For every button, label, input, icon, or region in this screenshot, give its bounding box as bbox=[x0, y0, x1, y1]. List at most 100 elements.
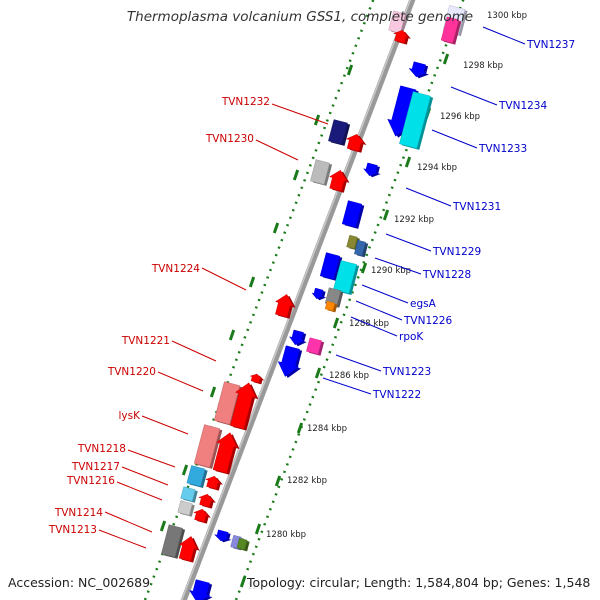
right-tick-mark bbox=[274, 475, 282, 487]
gene-red-arrow bbox=[393, 29, 410, 44]
gene-tvn1223-block bbox=[306, 337, 322, 355]
gene-red-arrow bbox=[345, 133, 365, 152]
gene-label-tvn1231: TVN1231 bbox=[452, 201, 501, 213]
gene-blue-arrow bbox=[311, 287, 325, 300]
right-tick-mark bbox=[239, 576, 247, 588]
genome-backbone-highlight bbox=[181, 0, 411, 600]
right-tick-mark bbox=[254, 523, 262, 535]
gene-steelblue-block bbox=[353, 239, 367, 257]
leader-line bbox=[171, 340, 217, 362]
tick-label: 1286 kbp bbox=[329, 371, 369, 381]
leader-line bbox=[374, 257, 422, 275]
right-tick-mark bbox=[442, 53, 450, 65]
right-tick-mark bbox=[404, 156, 412, 168]
genome-summary-text: Topology: circular; Length: 1,584,804 bp… bbox=[247, 575, 591, 590]
leader-line bbox=[255, 139, 299, 161]
leader-line bbox=[361, 284, 409, 304]
gene-tvn1221-block bbox=[213, 381, 241, 425]
gene-label-tvn1218: TVN1218 bbox=[77, 443, 126, 455]
gene-label-tvn1229: TVN1229 bbox=[432, 246, 481, 258]
tick-label: 1282 kbp bbox=[287, 476, 327, 486]
tick-label: 1300 kbp bbox=[487, 11, 527, 21]
gene-tvn1217-block bbox=[180, 486, 196, 502]
genome-backbone-line bbox=[180, 0, 416, 600]
leader-line bbox=[141, 415, 189, 435]
leader-line bbox=[127, 449, 176, 468]
leader-line bbox=[355, 300, 403, 321]
left-tick-mark bbox=[346, 64, 354, 76]
leader-line bbox=[450, 86, 498, 106]
gene-label-lysk: lysK bbox=[119, 410, 142, 422]
gene-red-arrow bbox=[249, 373, 263, 384]
tick-label: 1290 kbp bbox=[371, 266, 411, 276]
gene-label-tvn1233: TVN1233 bbox=[478, 143, 527, 155]
gene-tvn1214-block bbox=[161, 524, 183, 558]
gene-tvn1233-block bbox=[399, 91, 431, 149]
left-tick-mark bbox=[209, 386, 217, 398]
right-tick-mark bbox=[296, 422, 304, 434]
gene-label-tvn1232: TVN1232 bbox=[221, 96, 270, 108]
left-tick-mark bbox=[181, 464, 189, 476]
gene-blue-block bbox=[341, 200, 363, 228]
gene-label-tvn1226: TVN1226 bbox=[403, 315, 452, 327]
gene-red-arrow bbox=[205, 475, 222, 490]
leader-line bbox=[104, 511, 153, 533]
right-tick-mark bbox=[314, 367, 322, 379]
gene-red-arrow bbox=[198, 493, 215, 508]
left-tick-mark bbox=[272, 222, 280, 234]
right-tick-mark bbox=[382, 209, 390, 221]
leader-line bbox=[121, 466, 169, 486]
map-title: Thermoplasma volcanium GSS1, complete ge… bbox=[126, 9, 474, 25]
accession-text: Accession: NC_002689 bbox=[8, 575, 151, 590]
left-tick-mark bbox=[248, 276, 256, 288]
gene-tvn1226-block bbox=[324, 300, 336, 312]
gene-tvn1222-arrow bbox=[277, 345, 300, 377]
left-tick-mark bbox=[159, 520, 167, 532]
leader-line bbox=[482, 26, 526, 45]
gene-label-tvn1214: TVN1214 bbox=[54, 507, 103, 519]
gene-blue-arrow bbox=[189, 579, 211, 600]
gene-red-arrow bbox=[193, 508, 210, 523]
tick-label: 1294 kbp bbox=[417, 163, 457, 173]
gene-label-tvn1216: TVN1216 bbox=[66, 475, 115, 487]
gene-blue-arrow bbox=[213, 529, 231, 542]
gene-tvn1231-arrow bbox=[362, 162, 379, 177]
tick-label: 1298 kbp bbox=[463, 61, 503, 71]
gene-label-tvn1223: TVN1223 bbox=[382, 366, 431, 378]
leader-line bbox=[405, 187, 452, 207]
gene-tvn1228-block bbox=[333, 260, 357, 294]
gene-olive-block bbox=[346, 234, 358, 250]
gene-red-arrow bbox=[212, 432, 238, 474]
gene-label-tvn1213: TVN1213 bbox=[48, 524, 97, 536]
leader-line bbox=[116, 481, 163, 501]
gene-tvn1232-block bbox=[328, 119, 348, 145]
gene-red-arrow bbox=[328, 169, 348, 192]
gene-tvn1216-block bbox=[177, 500, 193, 516]
gene-tvn1230-block bbox=[310, 159, 330, 185]
leader-line bbox=[385, 233, 432, 252]
gene-label-tvn1221: TVN1221 bbox=[121, 335, 170, 347]
gene-label-tvn1224: TVN1224 bbox=[151, 263, 200, 275]
tick-label: 1280 kbp bbox=[266, 530, 306, 540]
leader-line bbox=[350, 316, 398, 337]
gene-label-tvn1228: TVN1228 bbox=[422, 269, 471, 281]
gene-lysk-block bbox=[193, 424, 221, 468]
gene-label-tvn1230: TVN1230 bbox=[205, 133, 254, 145]
gene-label-tvn1222: TVN1222 bbox=[372, 389, 421, 401]
gene-magenta-block bbox=[440, 16, 460, 44]
left-tick-mark bbox=[228, 329, 236, 341]
right-tick-mark bbox=[332, 317, 340, 329]
leader-line bbox=[335, 354, 382, 372]
leader-line bbox=[98, 529, 147, 549]
gene-blue-block bbox=[319, 252, 341, 280]
gene-tvn1224-arrow bbox=[274, 294, 294, 318]
gene-label-rpok: rpoK bbox=[399, 331, 424, 343]
gene-label-tvn1217: TVN1217 bbox=[71, 461, 120, 473]
gene-label-tvn1237: TVN1237 bbox=[526, 39, 575, 51]
tick-label: 1296 kbp bbox=[440, 112, 480, 122]
gene-label-tvn1220: TVN1220 bbox=[107, 366, 156, 378]
leader-line bbox=[271, 103, 329, 125]
leader-line bbox=[201, 267, 247, 291]
